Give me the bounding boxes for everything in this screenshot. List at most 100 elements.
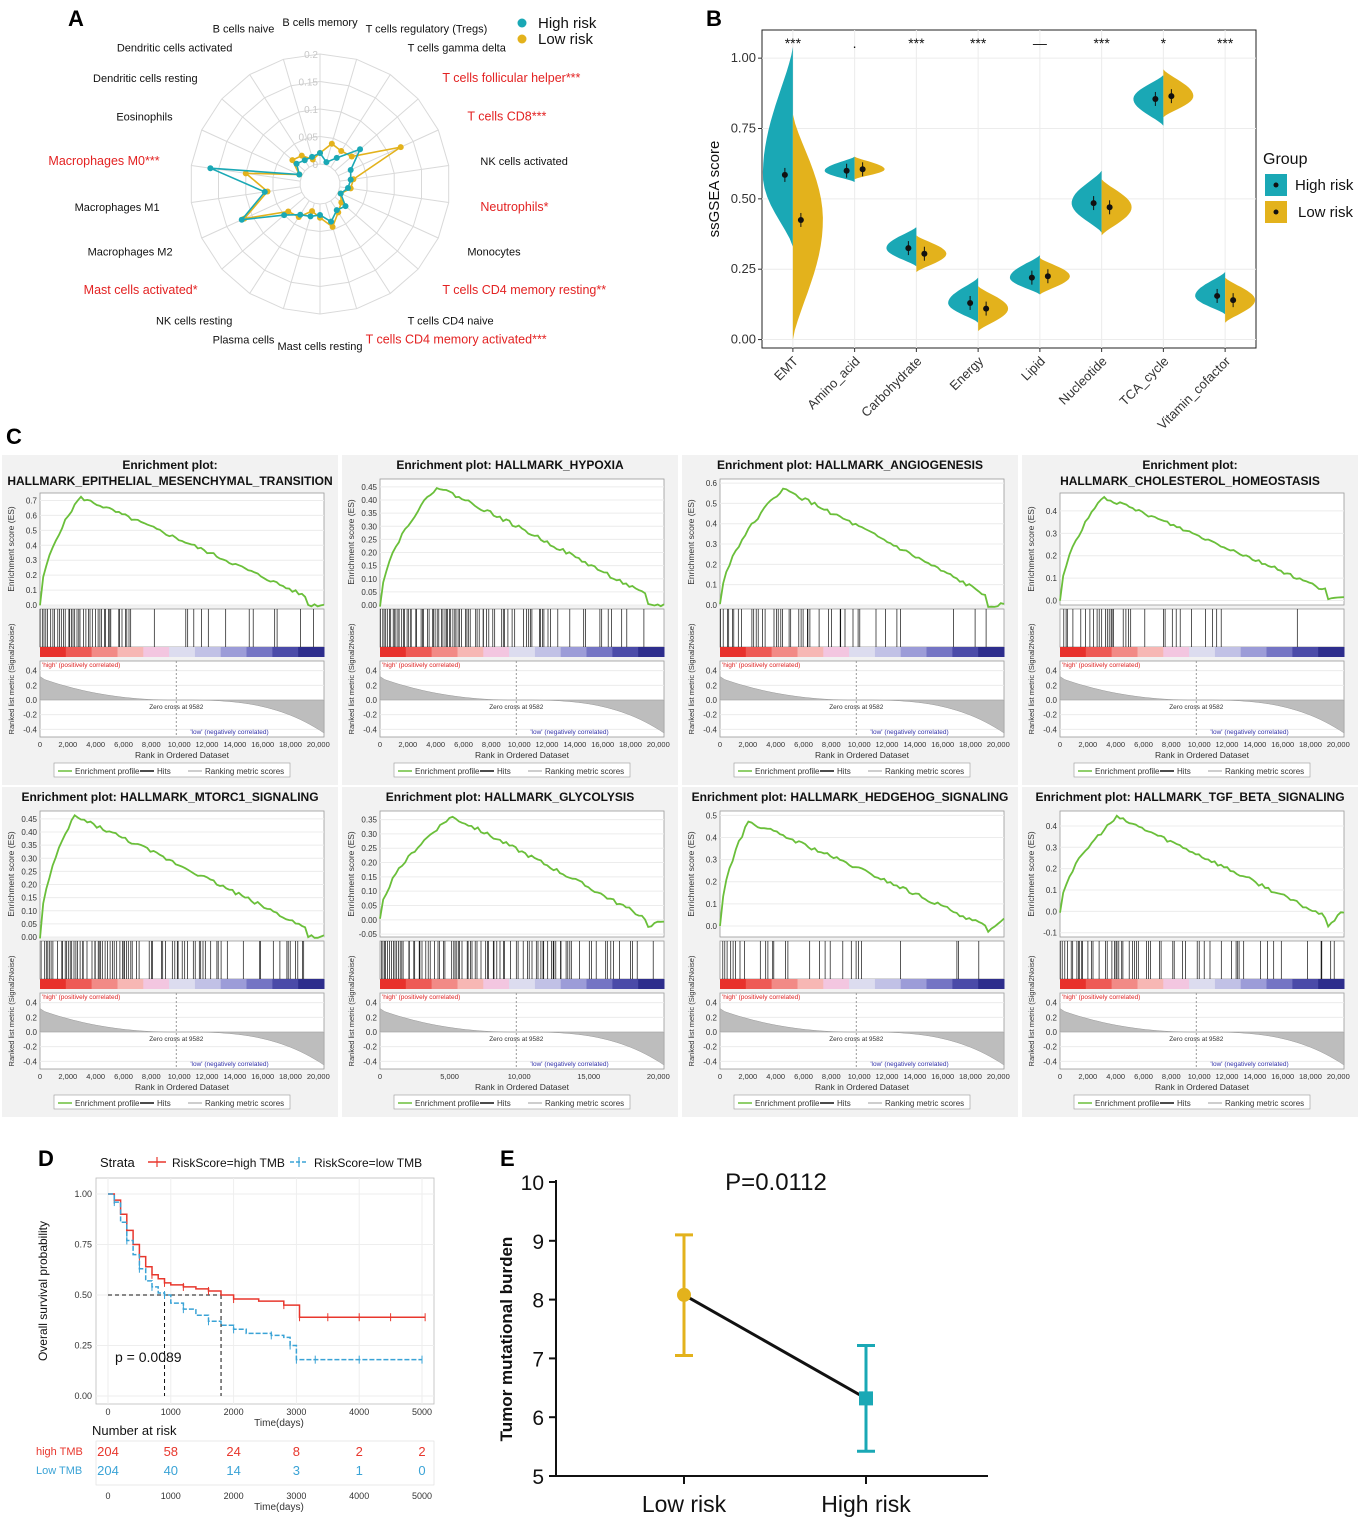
es-tick-label: 0.3	[26, 556, 38, 565]
hits-area	[1059, 608, 1345, 648]
legend-label: Hits	[837, 767, 851, 776]
significance-label: ***	[1217, 35, 1234, 51]
legend-label: Ranking metric scores	[885, 767, 964, 776]
legend-dot	[1273, 182, 1279, 188]
x-tick-label: High risk	[821, 1491, 911, 1517]
rank-tick-label: 16,000	[251, 1072, 274, 1081]
violin-half	[1101, 179, 1132, 236]
es-curve	[719, 820, 1005, 934]
y-tick-label: 1.00	[731, 50, 756, 65]
rank-tick-label: 6,000	[794, 740, 813, 749]
metric-area-fill	[379, 676, 665, 734]
es-tick-label: 0.2	[1046, 865, 1058, 874]
rank-color-bar	[117, 979, 144, 989]
rank-color-bar	[1111, 979, 1138, 989]
risk-x-tick: 4000	[349, 1491, 369, 1501]
rank-tick-label: 2,000	[58, 1072, 77, 1081]
es-tick-label: 0.25	[361, 844, 377, 853]
rank-color-bar	[509, 647, 536, 657]
violin-half	[1009, 255, 1040, 295]
rank-tick-label: 6,000	[454, 740, 473, 749]
radar-tick-label: 0	[312, 160, 318, 171]
violin-chart: 0.000.250.500.751.00***EMT.Amino_acid***…	[706, 29, 1354, 432]
rank-color-bar	[1189, 979, 1216, 989]
rank-color-bar	[220, 647, 247, 657]
gsea-legend	[733, 762, 971, 778]
radar-category-label: Neutrophils*	[480, 200, 548, 214]
risk-value: 3	[293, 1463, 300, 1478]
radar-point	[289, 157, 296, 164]
y-tick-label: 0.00	[74, 1391, 92, 1401]
violin-half	[1039, 257, 1070, 295]
rank-tick-label: 20,000	[987, 740, 1010, 749]
es-tick-label: 0.6	[706, 479, 718, 488]
es-tick-label: 0.1	[706, 900, 718, 909]
rank-tick-label: 18,000	[279, 740, 302, 749]
rank-color-bar	[900, 979, 927, 989]
metric-tick-label: 0.4	[1046, 667, 1058, 676]
y-tick-label: 8	[532, 1290, 544, 1313]
es-curve	[719, 487, 1005, 608]
metric-tick-label: 0.2	[706, 1013, 718, 1022]
es-tick-label: 0.4	[706, 520, 718, 529]
y-tick-label: 0.50	[74, 1290, 92, 1300]
radar-point	[357, 146, 364, 153]
radar-spoke	[337, 191, 439, 239]
radar-point	[301, 157, 308, 164]
rank-tick-label: 20,000	[307, 1072, 330, 1081]
violin-half	[916, 235, 947, 273]
radar-spoke	[339, 186, 449, 203]
gsea-plot: Enrichment plot: HALLMARK_CHOLESTEROL_HOM…	[1022, 455, 1358, 785]
significance-label: ***	[785, 35, 802, 51]
legend-label: Enrichment profile	[1095, 767, 1160, 776]
low-label: 'low' (negatively correlated)	[190, 729, 268, 736]
metric-axis-label: Ranked list metric (Signal2Noise)	[687, 623, 696, 734]
significance-label: ***	[908, 35, 925, 51]
metric-tick-label: -0.2	[363, 1043, 377, 1052]
zero-cross-label: Zero cross at 9582	[829, 704, 884, 711]
metric-axis-label: Ranked list metric (Signal2Noise)	[687, 955, 696, 1066]
rank-color-bar	[612, 647, 639, 657]
rank-color-bar	[1266, 979, 1293, 989]
mean-point	[1168, 93, 1175, 100]
mean-point	[677, 1287, 691, 1302]
significance-label: ***	[970, 35, 987, 51]
rank-tick-label: 20,000	[307, 740, 330, 749]
rank-tick-label: 6,000	[114, 740, 133, 749]
rank-tick-label: 6,000	[1134, 1072, 1153, 1081]
radar-point	[207, 165, 214, 172]
es-tick-label: 0.00	[361, 601, 377, 610]
es-plot-area	[39, 810, 325, 938]
rank-tick-label: 2,000	[1078, 740, 1097, 749]
es-tick-label: 0.30	[21, 854, 37, 863]
rank-tick-label: 14,000	[1243, 740, 1266, 749]
gsea-title: HALLMARK_EPITHELIAL_MESENCHYMAL_TRANSITI…	[7, 474, 332, 488]
rank-axis-label: Rank in Ordered Dataset	[475, 750, 570, 760]
risk-value: 58	[164, 1444, 178, 1459]
risk-value: 204	[97, 1444, 119, 1459]
mean-point	[983, 305, 990, 312]
strata-label: Strata	[100, 1155, 135, 1170]
rank-color-bar	[194, 979, 222, 989]
metric-area-fill	[379, 1008, 665, 1066]
metric-tick-label: -0.2	[1043, 711, 1057, 720]
rank-tick-label: 0	[718, 1072, 722, 1081]
metric-tick-label: -0.4	[363, 1057, 377, 1066]
radar-point	[238, 216, 245, 223]
radar-point	[347, 166, 354, 173]
rank-tick-label: 6,000	[794, 1072, 813, 1081]
rank-color-bar	[612, 979, 639, 989]
metric-tick-label: 0.0	[706, 696, 718, 705]
rank-tick-label: 6,000	[1134, 740, 1153, 749]
y-tick-label: 10	[521, 1172, 544, 1195]
es-tick-label: 0.1	[26, 586, 38, 595]
metric-axis-label: Ranked list metric (Signal2Noise)	[7, 623, 16, 734]
hits-area	[719, 940, 1005, 980]
mean-point	[1090, 200, 1097, 207]
rank-tick-label: 10,000	[1188, 1072, 1211, 1081]
radar-spoke	[201, 191, 303, 239]
zero-cross-label: Zero cross at 9582	[489, 1036, 544, 1043]
radar-category-label: T cells CD4 naive	[408, 315, 494, 327]
legend-dot	[1273, 209, 1279, 215]
radar-spoke	[325, 59, 358, 165]
